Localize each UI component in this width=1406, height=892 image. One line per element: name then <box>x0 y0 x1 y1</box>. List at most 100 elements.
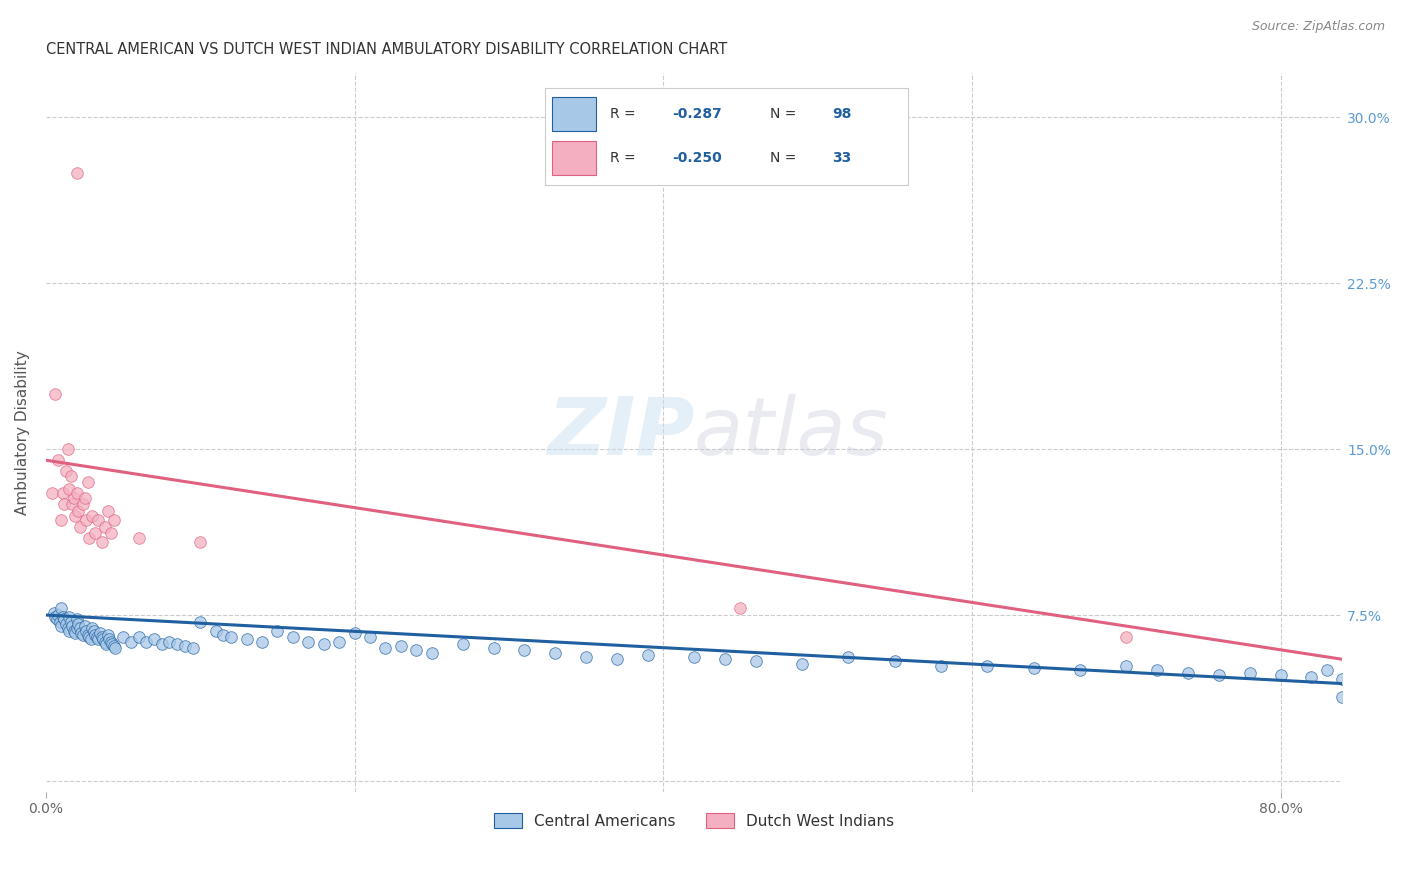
Point <box>83 624 105 638</box>
Point <box>44 610 66 624</box>
Point <box>58 624 80 638</box>
Point <box>66 621 89 635</box>
Point <box>606 652 628 666</box>
Point <box>420 646 443 660</box>
Point <box>150 637 173 651</box>
Point <box>82 508 104 523</box>
Point <box>1301 670 1323 684</box>
Point <box>792 657 814 671</box>
Point <box>62 491 84 505</box>
Point <box>93 634 115 648</box>
Point <box>66 486 89 500</box>
Point <box>44 387 66 401</box>
Point <box>59 468 82 483</box>
Point <box>100 634 122 648</box>
Point <box>80 632 103 647</box>
Point <box>343 625 366 640</box>
Text: Source: ZipAtlas.com: Source: ZipAtlas.com <box>1251 20 1385 33</box>
Point <box>69 621 91 635</box>
Point <box>575 650 598 665</box>
Y-axis label: Ambulatory Disability: Ambulatory Disability <box>15 351 30 515</box>
Point <box>166 637 188 651</box>
Point <box>84 526 107 541</box>
Point <box>97 504 120 518</box>
Point <box>84 628 107 642</box>
Point <box>103 513 125 527</box>
Point <box>58 482 80 496</box>
Point <box>97 628 120 642</box>
Point <box>52 610 75 624</box>
Point <box>49 615 72 629</box>
Point <box>1239 665 1261 680</box>
Point <box>91 632 114 647</box>
Point <box>112 630 135 644</box>
Point <box>46 453 69 467</box>
Point <box>328 634 350 648</box>
Point <box>75 513 97 527</box>
Point <box>1146 663 1168 677</box>
Point <box>683 650 706 665</box>
Point <box>637 648 659 662</box>
Point <box>66 612 89 626</box>
Point <box>90 630 112 644</box>
Point <box>90 535 112 549</box>
Point <box>65 625 87 640</box>
Point <box>75 624 97 638</box>
Point <box>62 624 84 638</box>
Point <box>93 519 115 533</box>
Point <box>42 606 65 620</box>
Point <box>76 628 98 642</box>
Point <box>98 632 121 647</box>
Point <box>56 442 79 457</box>
Point <box>1331 672 1354 686</box>
Point <box>188 535 211 549</box>
Point <box>73 619 96 633</box>
Point <box>51 513 73 527</box>
Point <box>188 615 211 629</box>
Point <box>544 646 567 660</box>
Point <box>77 630 100 644</box>
Point <box>405 643 427 657</box>
Text: CENTRAL AMERICAN VS DUTCH WEST INDIAN AMBULATORY DISABILITY CORRELATION CHART: CENTRAL AMERICAN VS DUTCH WEST INDIAN AM… <box>46 42 727 57</box>
Point <box>100 526 122 541</box>
Point <box>41 486 63 500</box>
Point <box>143 632 166 647</box>
Point <box>60 498 83 512</box>
Point <box>128 630 150 644</box>
Point <box>281 630 304 644</box>
Text: ZIP: ZIP <box>547 393 695 472</box>
Point <box>46 608 69 623</box>
Point <box>87 632 110 647</box>
Point <box>1022 661 1045 675</box>
Point <box>219 630 242 644</box>
Point <box>59 615 82 629</box>
Text: atlas: atlas <box>695 393 889 472</box>
Legend: Central Americans, Dutch West Indians: Central Americans, Dutch West Indians <box>488 806 900 835</box>
Point <box>359 630 381 644</box>
Point <box>128 531 150 545</box>
Point <box>235 632 257 647</box>
Point <box>159 634 181 648</box>
Point <box>89 625 111 640</box>
Point <box>67 504 90 518</box>
Point <box>1177 665 1199 680</box>
Point <box>70 625 93 640</box>
Point <box>297 634 319 648</box>
Point <box>72 628 94 642</box>
Point <box>212 628 235 642</box>
Point <box>1270 667 1292 681</box>
Point <box>250 634 273 648</box>
Point <box>1069 663 1091 677</box>
Point <box>103 639 125 653</box>
Point <box>53 612 76 626</box>
Point <box>976 659 998 673</box>
Point <box>883 655 905 669</box>
Point <box>389 639 412 653</box>
Point <box>51 601 73 615</box>
Point <box>87 513 110 527</box>
Point <box>120 634 142 648</box>
Point <box>513 643 536 657</box>
Point <box>204 624 226 638</box>
Point <box>104 641 127 656</box>
Point <box>66 166 89 180</box>
